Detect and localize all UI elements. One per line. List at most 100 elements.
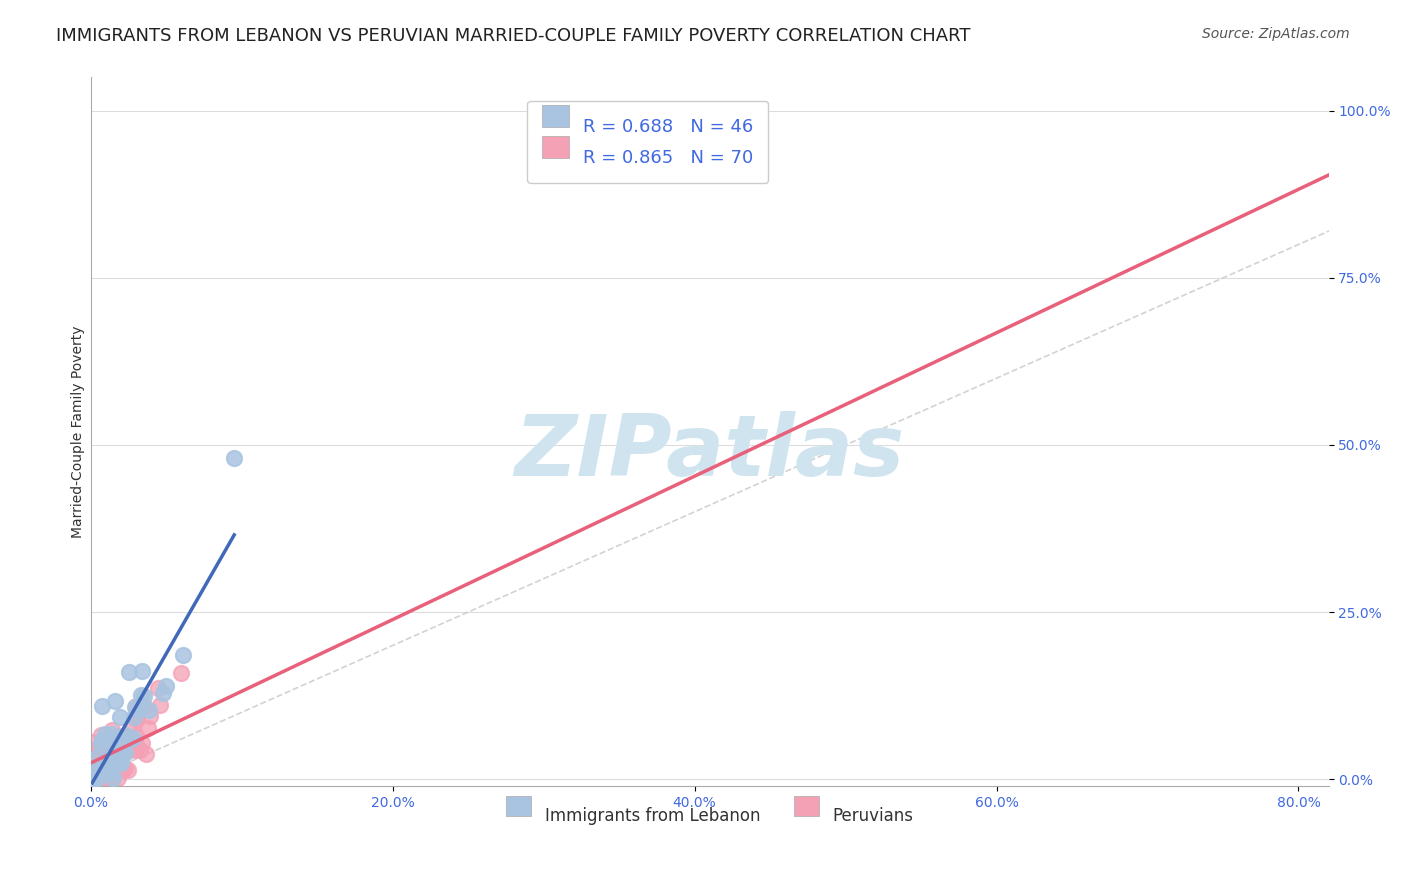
Point	[124, 743, 146, 757]
Point	[125, 699, 148, 714]
Point	[108, 710, 131, 724]
Point	[118, 732, 141, 747]
Point	[117, 764, 139, 778]
Legend: Immigrants from Lebanon, Peruvians: Immigrants from Lebanon, Peruvians	[498, 797, 921, 834]
Point	[114, 761, 136, 775]
Point	[103, 747, 125, 762]
Point	[107, 772, 129, 786]
Point	[101, 735, 124, 749]
Point	[104, 693, 127, 707]
Point	[82, 735, 104, 749]
Point	[136, 721, 159, 735]
Point	[84, 772, 107, 786]
Point	[111, 731, 134, 746]
Point	[100, 742, 122, 756]
Point	[146, 681, 169, 695]
Point	[118, 740, 141, 755]
Point	[87, 767, 110, 781]
Point	[82, 772, 104, 786]
Point	[104, 753, 127, 767]
Point	[94, 772, 117, 786]
Point	[101, 723, 124, 738]
Point	[91, 741, 114, 756]
Point	[104, 747, 127, 761]
Point	[129, 701, 152, 715]
Point	[124, 699, 146, 714]
Point	[118, 665, 141, 679]
Point	[96, 749, 118, 764]
Point	[82, 772, 104, 786]
Point	[112, 737, 135, 751]
Point	[132, 690, 155, 704]
Point	[86, 769, 108, 783]
Point	[110, 754, 132, 768]
Point	[112, 744, 135, 758]
Point	[114, 746, 136, 760]
Point	[120, 742, 142, 756]
Point	[149, 698, 172, 712]
Point	[111, 763, 134, 777]
Point	[89, 746, 111, 760]
Point	[110, 756, 132, 771]
Point	[125, 740, 148, 755]
Point	[93, 757, 115, 772]
Point	[87, 763, 110, 777]
Text: ZIPatlas: ZIPatlas	[515, 411, 905, 494]
Point	[82, 772, 104, 786]
Point	[98, 734, 121, 748]
Point	[83, 772, 105, 786]
Point	[100, 731, 122, 746]
Point	[86, 751, 108, 765]
Point	[91, 733, 114, 747]
Point	[94, 727, 117, 741]
Point	[89, 760, 111, 774]
Point	[101, 727, 124, 741]
Point	[107, 739, 129, 754]
Point	[90, 737, 112, 751]
Point	[105, 731, 128, 746]
Point	[86, 772, 108, 786]
Point	[86, 772, 108, 786]
Point	[83, 757, 105, 772]
Point	[107, 735, 129, 749]
Point	[94, 759, 117, 773]
Point	[135, 747, 157, 761]
Point	[131, 736, 153, 750]
Point	[96, 731, 118, 746]
Point	[101, 732, 124, 747]
Point	[108, 743, 131, 757]
Point	[125, 729, 148, 743]
Point	[138, 703, 160, 717]
Point	[91, 772, 114, 786]
Point	[94, 746, 117, 760]
Point	[101, 772, 124, 786]
Point	[86, 741, 108, 756]
Point	[90, 728, 112, 742]
Point	[110, 738, 132, 752]
Point	[138, 708, 160, 723]
Point	[131, 688, 153, 702]
Point	[82, 763, 104, 777]
Point	[108, 731, 131, 745]
Point	[127, 712, 149, 726]
Point	[100, 756, 122, 770]
Point	[224, 451, 246, 466]
Point	[170, 665, 193, 680]
Point	[82, 772, 104, 786]
Point	[89, 772, 111, 786]
Text: Source: ZipAtlas.com: Source: ZipAtlas.com	[1202, 27, 1350, 41]
Point	[101, 757, 124, 772]
Point	[114, 728, 136, 742]
Point	[91, 764, 114, 778]
Point	[97, 752, 120, 766]
Point	[131, 665, 153, 679]
Point	[82, 772, 104, 786]
Point	[125, 712, 148, 726]
Point	[84, 772, 107, 786]
Point	[121, 720, 143, 734]
Point	[98, 770, 121, 784]
Point	[115, 729, 138, 743]
Point	[97, 763, 120, 777]
Point	[90, 698, 112, 713]
Point	[83, 772, 105, 786]
